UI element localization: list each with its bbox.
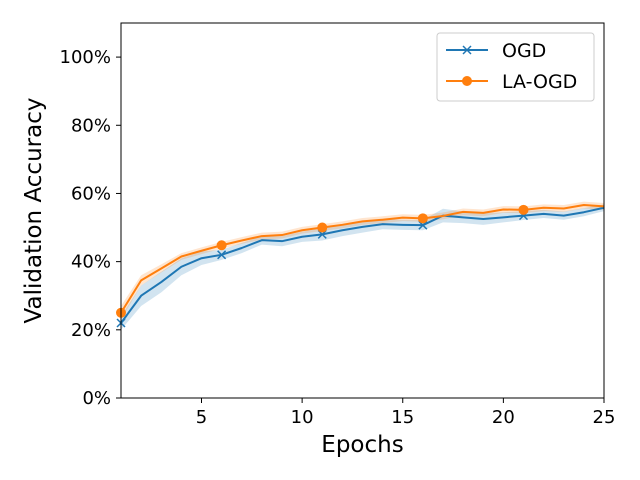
y-tick-label: 0%	[82, 388, 111, 409]
y-tick-label: 80%	[71, 115, 111, 136]
x-axis-label: Epochs	[321, 432, 403, 458]
y-tick-label: 20%	[71, 320, 111, 341]
legend: OGD LA-OGD	[436, 32, 595, 102]
la-ogd-marker	[317, 222, 328, 233]
x-axis-ticks: 5 10 15 20 25	[196, 398, 616, 428]
confidence-bands	[121, 201, 604, 330]
x-tick-label: 10	[291, 407, 314, 428]
la-ogd-marker	[216, 240, 227, 251]
legend-label: LA-OGD	[502, 71, 577, 93]
ogd-marker	[217, 250, 227, 260]
y-tick-label: 100%	[60, 47, 111, 68]
ogd-band	[121, 204, 604, 330]
y-axis-label: Validation Accuracy	[21, 98, 47, 324]
x-tick-label: 25	[593, 407, 616, 428]
legend-label: OGD	[502, 40, 546, 62]
y-axis-ticks: 0% 20% 40% 60% 80% 100%	[60, 47, 121, 409]
x-tick-label: 5	[196, 407, 207, 428]
y-tick-label: 40%	[71, 252, 111, 273]
y-tick-label: 60%	[71, 183, 111, 204]
plot-frame	[120, 22, 605, 399]
x-tick-label: 15	[391, 407, 414, 428]
la-ogd-marker	[518, 204, 529, 215]
legend-item-la-ogd: LA-OGD	[446, 71, 577, 93]
legend-item-ogd: OGD	[446, 40, 546, 62]
la-ogd-marker	[417, 213, 428, 224]
x-tick-label: 20	[492, 407, 515, 428]
